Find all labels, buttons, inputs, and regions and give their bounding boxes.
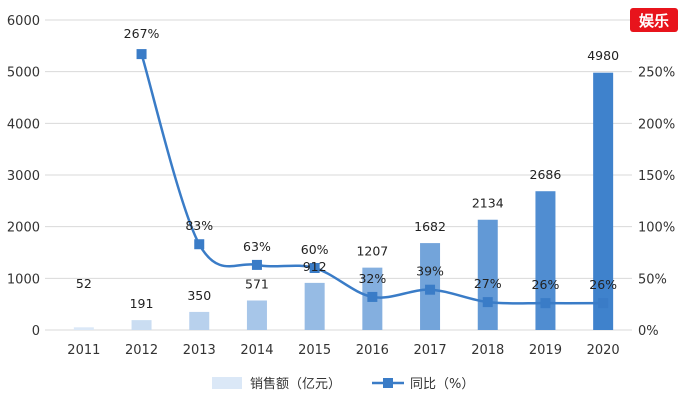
bar-value-label: 52 xyxy=(76,276,92,291)
left-tick-label: 4000 xyxy=(7,117,40,132)
line-value-label: 27% xyxy=(474,276,502,291)
left-tick-label: 6000 xyxy=(7,14,40,29)
line-marker xyxy=(540,298,550,308)
x-tick-label: 2016 xyxy=(356,343,389,358)
line-value-label: 26% xyxy=(532,277,560,292)
legend-line-label: 同比（%） xyxy=(410,377,474,392)
line-marker xyxy=(483,297,493,307)
badge-text: 娱乐 xyxy=(639,12,669,30)
left-tick-label: 0 xyxy=(32,324,40,339)
bar xyxy=(74,327,94,330)
legend-bar-label: 销售额（亿元） xyxy=(250,376,341,392)
bar xyxy=(478,220,498,330)
bar-value-label: 2686 xyxy=(530,167,562,182)
x-tick-label: 2013 xyxy=(183,343,216,358)
bar-value-label: 571 xyxy=(245,276,269,291)
x-tick-label: 2019 xyxy=(529,343,562,358)
line-marker xyxy=(194,239,204,249)
right-tick-label: 0% xyxy=(638,324,659,339)
bar-value-label: 1207 xyxy=(356,244,388,259)
x-axis: 2011 2012 2013 2014 2015 2016 2017 2018 2019 2020 xyxy=(67,343,619,358)
legend-bar-swatch xyxy=(212,377,242,389)
left-tick-label: 2000 xyxy=(7,221,40,236)
right-tick-label: 150% xyxy=(638,169,675,184)
bar-value-label: 350 xyxy=(187,288,211,303)
line-marker xyxy=(598,298,608,308)
legend-line-marker xyxy=(383,378,393,388)
line-marker xyxy=(137,49,147,59)
right-tick-label: 100% xyxy=(638,221,675,236)
line-value-label: 39% xyxy=(416,264,444,279)
bar-value-label: 2134 xyxy=(472,196,504,211)
bar-value-label: 191 xyxy=(130,296,154,311)
bar-value-label: 4980 xyxy=(587,48,619,63)
right-tick-label: 250% xyxy=(638,66,675,81)
bar xyxy=(535,191,555,330)
left-tick-label: 3000 xyxy=(7,169,40,184)
bar xyxy=(189,312,209,330)
line-value-label: 63% xyxy=(243,239,271,254)
bar xyxy=(132,320,152,330)
line-marker xyxy=(367,292,377,302)
x-tick-label: 2012 xyxy=(125,343,158,358)
bar xyxy=(247,300,267,330)
line-value-label: 60% xyxy=(301,242,329,257)
bar xyxy=(305,283,325,330)
x-tick-label: 2011 xyxy=(67,343,100,358)
left-tick-label: 5000 xyxy=(7,66,40,81)
x-tick-label: 2020 xyxy=(587,343,620,358)
line-value-label: 26% xyxy=(589,277,617,292)
x-tick-label: 2014 xyxy=(240,343,273,358)
left-axis: 0 1000 2000 3000 4000 5000 6000 xyxy=(7,14,40,339)
left-tick-label: 1000 xyxy=(7,272,40,287)
x-tick-label: 2018 xyxy=(471,343,504,358)
x-tick-label: 2015 xyxy=(298,343,331,358)
bar-value-label: 912 xyxy=(303,259,327,274)
line-marker xyxy=(425,285,435,295)
watermark-badge: 娱乐 xyxy=(630,8,678,32)
line-value-label: 267% xyxy=(124,26,160,41)
line-marker xyxy=(252,260,262,270)
x-tick-label: 2017 xyxy=(414,343,447,358)
line-value-label: 32% xyxy=(358,271,386,286)
right-tick-label: 50% xyxy=(638,272,667,287)
right-axis: 0% 50% 100% 150% 200% 250% xyxy=(638,66,675,339)
legend: 销售额（亿元） 同比（%） xyxy=(212,376,474,392)
right-tick-label: 200% xyxy=(638,117,675,132)
line-value-label: 83% xyxy=(185,218,213,233)
bar-value-label: 1682 xyxy=(414,219,446,234)
